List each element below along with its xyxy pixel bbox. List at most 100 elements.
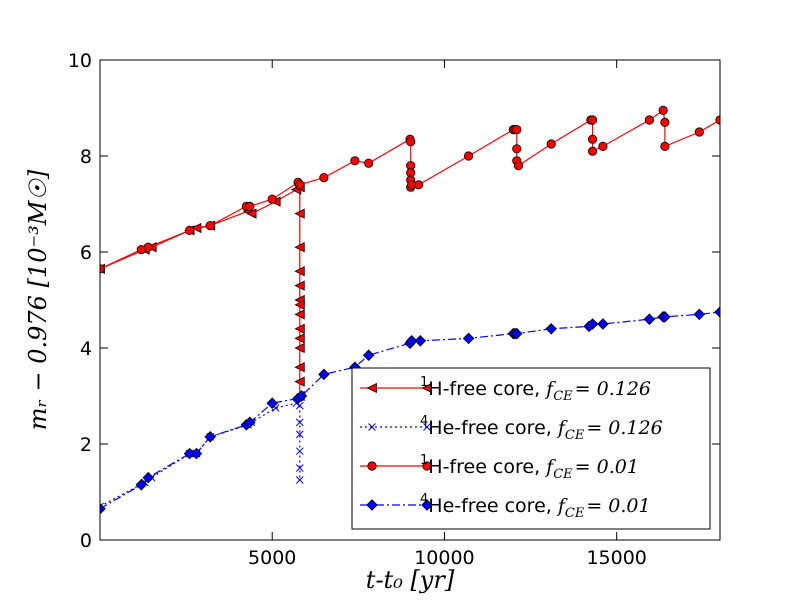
ticks-layer: 5000 10000 15000 0 2 4 6 8 10 [68, 50, 720, 569]
data-point-0 [294, 376, 305, 387]
x-axis-label: t-t₀ [yr] [366, 566, 455, 594]
data-point-3 [405, 335, 418, 347]
data-point-3 [190, 447, 203, 460]
y-tick-label: 0 [80, 530, 92, 552]
legend: 1H-free core, fCE = 0.126 4He-free core, f… [351, 367, 711, 530]
y-axis-label: mᵣ − 0.976 [10⁻³M☉] [24, 169, 52, 430]
series-layer [100, 105, 720, 515]
legend-box [351, 367, 711, 530]
plot-frame [99, 59, 721, 541]
data-point-2 [660, 117, 670, 128]
data-point-1 [295, 464, 304, 472]
data-point-3 [462, 332, 475, 345]
legend-marker [421, 499, 433, 511]
data-point-2 [598, 141, 608, 151]
y-tick-label: 6 [80, 242, 92, 264]
data-point-2 [660, 141, 670, 151]
data-point-3 [362, 349, 375, 361]
data-point-3 [244, 416, 256, 429]
data-point-0 [294, 208, 305, 219]
series-2 [100, 105, 720, 274]
data-point-2 [406, 137, 416, 147]
data-point-3 [135, 479, 148, 491]
series-3 [100, 306, 720, 515]
y-tick-label: 8 [80, 146, 92, 168]
legend-label: 4He-free core, fCE = 0.126 [420, 414, 663, 443]
data-point-2 [658, 105, 668, 116]
data-point-2 [245, 201, 255, 211]
data-point-3 [295, 390, 308, 402]
legend-marker [367, 461, 377, 471]
series-line-1 [100, 402, 301, 507]
data-point-3 [659, 311, 671, 323]
series-0 [100, 182, 305, 402]
legend-label: 1H-free core, fCE = 0.01 [420, 453, 639, 482]
data-point-2 [319, 173, 329, 183]
legend-marker [422, 461, 432, 471]
data-point-3 [318, 368, 330, 381]
legend-item-0: 1H-free core, fCE = 0.126 [360, 375, 651, 404]
data-point-0 [294, 342, 305, 354]
data-point-3 [100, 503, 106, 515]
data-point-3 [714, 306, 720, 318]
legend-item-3: 4He-free core, fCE = 0.01 [360, 492, 651, 521]
data-point-1 [295, 418, 304, 427]
data-point-3 [511, 327, 523, 340]
y-tick-label: 4 [80, 338, 92, 360]
legend-marker [368, 423, 376, 431]
data-point-0 [294, 309, 305, 320]
data-point-3 [643, 313, 656, 325]
data-point-2 [587, 134, 598, 144]
data-point-2 [184, 225, 195, 235]
series-line-0 [100, 186, 301, 396]
data-point-2 [644, 115, 654, 125]
data-point-2 [267, 194, 277, 204]
legend-label: 4He-free core, fCE = 0.01 [420, 492, 651, 521]
data-point-2 [512, 125, 522, 135]
data-point-2 [512, 144, 522, 154]
data-point-2 [694, 127, 704, 137]
legend-marker [423, 423, 431, 431]
legend-marker [366, 499, 378, 511]
data-point-3 [693, 308, 706, 321]
legend-item-2: 1H-free core, fCE = 0.01 [360, 453, 639, 482]
data-point-2 [587, 146, 598, 156]
data-point-0 [294, 266, 305, 277]
data-point-2 [364, 158, 374, 168]
data-point-0 [246, 208, 257, 219]
data-point-0 [294, 242, 305, 253]
data-point-3 [597, 318, 609, 330]
data-point-3 [204, 431, 216, 443]
data-point-2 [143, 242, 153, 252]
data-point-0 [294, 323, 305, 334]
data-point-1 [295, 430, 304, 439]
data-point-3 [142, 471, 154, 484]
legend-marker [421, 382, 432, 394]
x-tick-label: 15000 [586, 547, 646, 569]
data-point-2 [513, 161, 524, 171]
data-point-1 [295, 447, 304, 456]
data-point-0 [294, 362, 305, 373]
data-point-0 [294, 333, 305, 344]
data-point-2 [205, 221, 215, 231]
data-point-2 [295, 180, 305, 190]
legend-marker [366, 382, 377, 394]
data-point-0 [294, 299, 305, 310]
y-tick-label: 10 [68, 50, 92, 72]
x-tick-label: 5000 [248, 547, 296, 569]
data-point-3 [414, 335, 427, 347]
legend-item-1: 4He-free core, fCE = 0.126 [360, 414, 663, 443]
data-point-3 [586, 318, 599, 330]
data-point-2 [587, 115, 598, 125]
legend-label: 1H-free core, fCE = 0.126 [420, 375, 651, 404]
data-point-3 [266, 397, 278, 409]
data-point-1 [295, 476, 304, 484]
data-point-3 [545, 323, 557, 335]
data-point-2 [414, 180, 424, 190]
data-point-2 [350, 156, 360, 166]
x-tick-label: 10000 [414, 547, 474, 569]
data-point-0 [294, 280, 305, 291]
y-tick-label: 2 [80, 434, 92, 456]
data-point-2 [463, 151, 474, 161]
